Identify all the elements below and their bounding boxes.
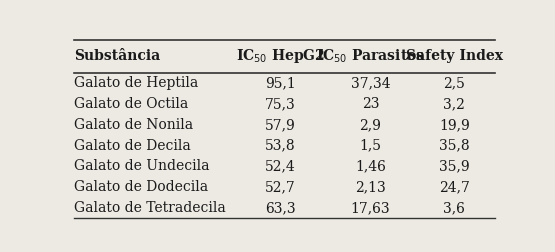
Text: 53,8: 53,8 xyxy=(265,139,295,153)
Text: 24,7: 24,7 xyxy=(439,180,470,194)
Text: Galato de Decila: Galato de Decila xyxy=(74,139,190,153)
Text: Safety Index: Safety Index xyxy=(406,49,503,64)
Text: IC$_{50}$ HepG2: IC$_{50}$ HepG2 xyxy=(235,47,325,66)
Text: Galato de Tetradecila: Galato de Tetradecila xyxy=(74,201,225,215)
Text: Galato de Heptila: Galato de Heptila xyxy=(74,76,198,90)
Text: 19,9: 19,9 xyxy=(439,118,470,132)
Text: 1,46: 1,46 xyxy=(355,160,386,173)
Text: 2,9: 2,9 xyxy=(360,118,381,132)
Text: 3,2: 3,2 xyxy=(443,97,465,111)
Text: 2,5: 2,5 xyxy=(443,76,465,90)
Text: 23: 23 xyxy=(362,97,379,111)
Text: 1,5: 1,5 xyxy=(360,139,381,153)
Text: 35,9: 35,9 xyxy=(439,160,470,173)
Text: 37,34: 37,34 xyxy=(351,76,390,90)
Text: 17,63: 17,63 xyxy=(351,201,390,215)
Text: 52,7: 52,7 xyxy=(265,180,295,194)
Text: 3,6: 3,6 xyxy=(443,201,465,215)
Text: Galato de Nonila: Galato de Nonila xyxy=(74,118,193,132)
Text: 75,3: 75,3 xyxy=(265,97,295,111)
Text: Galato de Undecila: Galato de Undecila xyxy=(74,160,209,173)
Text: 63,3: 63,3 xyxy=(265,201,295,215)
Text: Galato de Octila: Galato de Octila xyxy=(74,97,188,111)
Text: 2,13: 2,13 xyxy=(355,180,386,194)
Text: 52,4: 52,4 xyxy=(265,160,295,173)
Text: 95,1: 95,1 xyxy=(265,76,295,90)
Text: 57,9: 57,9 xyxy=(265,118,295,132)
Text: IC$_{50}$ Parasitos: IC$_{50}$ Parasitos xyxy=(316,48,425,65)
Text: 35,8: 35,8 xyxy=(439,139,470,153)
Text: Substância: Substância xyxy=(74,49,160,64)
Text: Galato de Dodecila: Galato de Dodecila xyxy=(74,180,208,194)
